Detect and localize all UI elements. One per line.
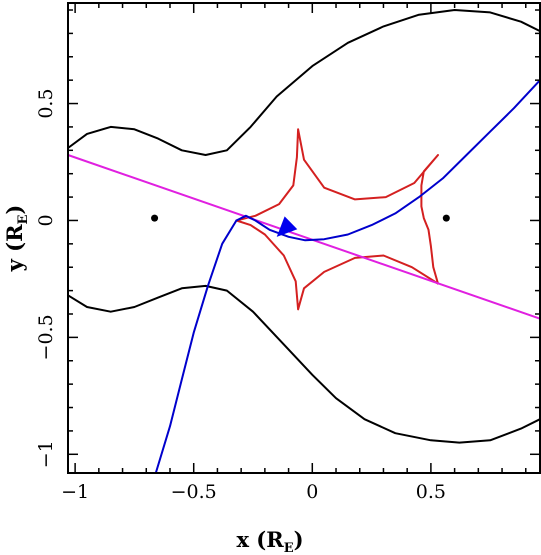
critical-curve-upper-line xyxy=(67,9,541,156)
caustic-line xyxy=(235,128,439,311)
x-tick-label: 0.5 xyxy=(416,481,446,503)
y-axis-label-close: ) xyxy=(2,205,27,215)
critical-curve-lower-line xyxy=(67,284,541,444)
y-axis-label-sub: E xyxy=(16,214,31,224)
x-axis-label-main: x (R xyxy=(236,527,284,552)
data-layer xyxy=(67,9,541,474)
track-arrow-head xyxy=(276,216,298,237)
y-tick-label: 0.5 xyxy=(35,88,57,118)
lens-point-1 xyxy=(151,214,159,222)
x-axis-label-close: ) xyxy=(294,527,304,552)
x-tick-label: −1 xyxy=(61,481,89,503)
lens-point-2 xyxy=(442,214,450,222)
x-tick-label: 0 xyxy=(306,481,318,503)
x-axis-label-sub: E xyxy=(284,541,294,555)
y-tick-label: 0 xyxy=(35,214,57,226)
plot-frame xyxy=(67,2,541,474)
y-tick-label: −1 xyxy=(35,440,57,468)
y-axis-label-main: y (R xyxy=(2,224,27,272)
tick-layer: −1 −0.5 0 0.5 −1 −0.5 0 0.5 xyxy=(35,3,540,503)
y-tick-label: −0.5 xyxy=(35,314,57,360)
x-tick-label: −0.5 xyxy=(171,481,217,503)
y-axis-label: y (RE) xyxy=(2,205,31,273)
source-trajectory-line xyxy=(67,154,541,320)
image-track-line xyxy=(154,79,541,474)
x-axis-label: x (RE) xyxy=(236,527,303,555)
